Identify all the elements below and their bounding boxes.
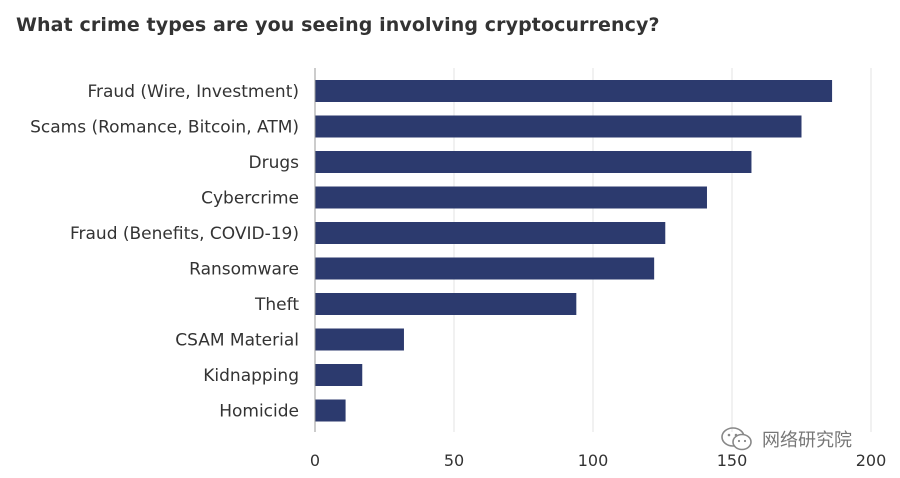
bar — [315, 186, 707, 209]
category-label: Fraud (Benefits, COVID-19) — [70, 224, 299, 244]
wechat-icon — [721, 427, 752, 451]
bar — [315, 115, 802, 138]
category-label: Drugs — [248, 153, 299, 173]
category-label: Scams (Romance, Bitcoin, ATM) — [30, 118, 299, 138]
bar — [315, 293, 577, 315]
bars — [315, 80, 833, 422]
watermark-text: 网络研究院 — [762, 430, 852, 451]
category-label: Theft — [254, 295, 299, 315]
x-tick-label: 50 — [444, 451, 464, 470]
x-tick-label: 150 — [717, 451, 748, 470]
bar — [315, 399, 346, 422]
bar — [315, 257, 655, 280]
category-label: Fraud (Wire, Investment) — [87, 82, 299, 102]
bar — [315, 222, 666, 244]
bar — [315, 151, 752, 173]
category-label: Ransomware — [189, 260, 299, 280]
category-label: CSAM Material — [175, 331, 299, 351]
bar — [315, 328, 404, 351]
category-label: Kidnapping — [203, 366, 299, 386]
chart-title: What crime types are you seeing involvin… — [16, 14, 660, 36]
x-axis-tick-labels: 0 50 100 150 200 — [310, 451, 886, 470]
bar — [315, 80, 833, 102]
watermark: 网络研究院 — [720, 426, 852, 452]
category-label: Homicide — [219, 402, 299, 422]
x-tick-label: 200 — [856, 451, 887, 470]
category-label: Cybercrime — [201, 189, 299, 209]
x-tick-label: 100 — [578, 451, 609, 470]
x-tick-label: 0 — [310, 451, 320, 470]
bar — [315, 364, 363, 386]
category-labels: Fraud (Wire, Investment) Scams (Romance, … — [30, 82, 299, 422]
